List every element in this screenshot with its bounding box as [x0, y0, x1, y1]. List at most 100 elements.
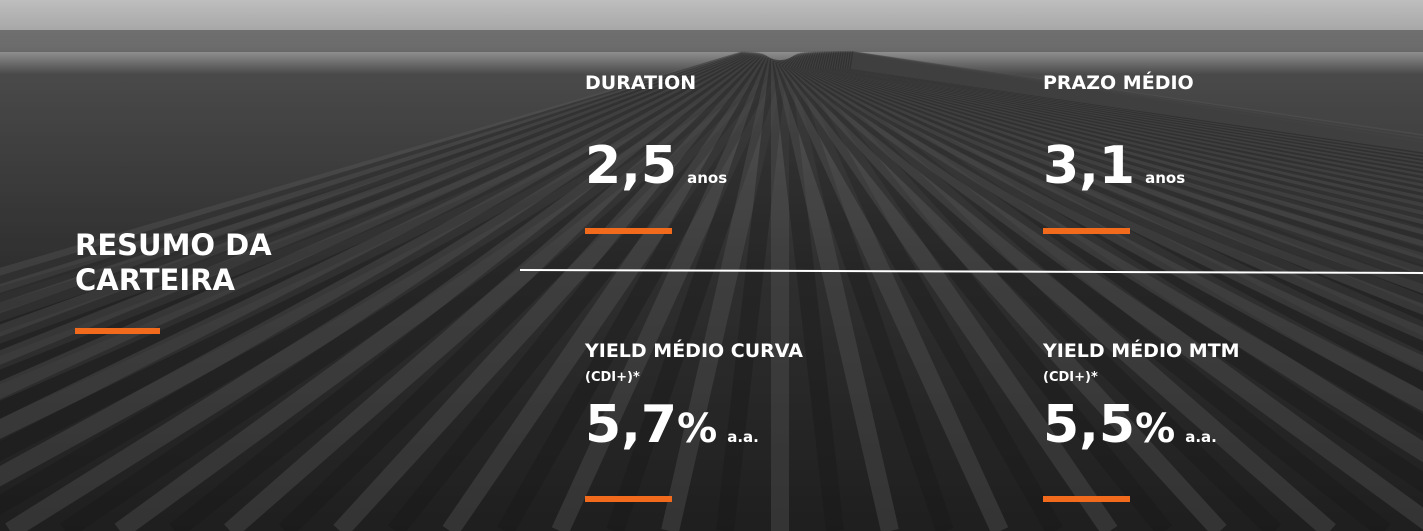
crop-row [793, 52, 1423, 436]
crop-row [817, 51, 1423, 230]
crop-row [843, 51, 1423, 163]
crop-row [821, 51, 1423, 216]
crop-row [551, 56, 784, 531]
crop-row [840, 51, 1423, 167]
tree-line [0, 30, 1423, 52]
crop-row [833, 51, 1423, 182]
crop-row [832, 51, 1423, 184]
crop-row [0, 51, 752, 322]
title: RESUMO DA CARTEIRA [75, 228, 272, 298]
crop-row [0, 51, 755, 344]
crop-row [278, 53, 776, 531]
metric-label: PRAZO MÉDIO [1043, 72, 1194, 94]
accent-bar [585, 228, 672, 234]
crop-row [0, 51, 757, 370]
crop-row [807, 51, 1423, 285]
value-unit: anos [687, 169, 728, 187]
crop-row [848, 51, 1423, 156]
crop-row [0, 51, 759, 385]
metric-sublabel: (CDI+)* [1043, 370, 1098, 385]
value-number: 5,7 [585, 395, 678, 455]
crop-row [835, 51, 1423, 176]
crop-row [0, 51, 756, 357]
accent-bar [1043, 228, 1130, 234]
title-line: CARTEIRA [75, 263, 235, 297]
crop-row [826, 51, 1423, 200]
crop-row [803, 51, 1423, 316]
accent-bar [1043, 496, 1130, 502]
crop-row [0, 51, 761, 419]
crop-row [784, 53, 1282, 531]
crop-row [497, 55, 782, 531]
crop-row [606, 57, 785, 531]
metric: YIELD MÉDIO CURVA (CDI+)* 5,7% a.a. [585, 340, 803, 455]
crop-row [800, 51, 1423, 341]
metric-sublabel: (CDI+)* [585, 370, 640, 385]
crop-row [781, 54, 1173, 531]
crop-row [0, 51, 750, 303]
crop-row [809, 51, 1423, 268]
crop-row [822, 51, 1423, 211]
metric-label: YIELD MÉDIO CURVA [585, 340, 803, 362]
crop-row [772, 58, 844, 531]
crop-row [169, 52, 773, 531]
metric: PRAZO MÉDIO 3,1 anos [1043, 72, 1194, 196]
crop-row [829, 51, 1423, 190]
crop-row [824, 51, 1423, 204]
crop-row [387, 54, 779, 531]
crop-row [776, 56, 1009, 531]
crop-row [0, 51, 753, 333]
value-unit: a.a. [727, 428, 759, 446]
crop-row [849, 51, 1423, 155]
crop-row [828, 51, 1423, 193]
accent-bar [585, 496, 672, 502]
crop-row [790, 52, 1423, 494]
crop-row [831, 51, 1423, 187]
crop-row [782, 53, 1227, 531]
value-unit: a.a. [1185, 428, 1217, 446]
crop-row [797, 51, 1423, 373]
crop-row [799, 51, 1423, 356]
metric-value: 5,7% a.a. [585, 395, 803, 455]
value-number: 5,5 [1043, 395, 1136, 455]
crop-row [789, 52, 1423, 530]
metric-label: DURATION [585, 72, 697, 94]
crop-row [333, 53, 778, 531]
crop-row [842, 51, 1423, 165]
crop-row [792, 52, 1423, 463]
metric-value: 2,5 anos [585, 136, 727, 196]
crop-row [224, 53, 774, 531]
crop-row [716, 58, 788, 531]
crop-row [810, 51, 1423, 260]
crop-row [0, 51, 747, 287]
crop-row [0, 52, 767, 516]
crop-row [801, 51, 1423, 328]
crop-row [819, 51, 1423, 220]
crop-row [823, 51, 1423, 207]
crop-row [5, 52, 768, 531]
crop-row [0, 51, 751, 312]
crop-row [779, 54, 1118, 531]
crop-row [812, 51, 1423, 254]
crop-row [839, 51, 1423, 170]
crop-row [850, 51, 1423, 153]
value-unit: anos [1145, 169, 1186, 187]
metric-label: YIELD MÉDIO MTM [1043, 340, 1240, 362]
crop-row [775, 57, 954, 531]
crop-row [808, 51, 1423, 276]
crop-row [845, 51, 1423, 160]
crop-row [847, 51, 1423, 158]
crop-row [661, 57, 787, 531]
title-line: RESUMO DA [75, 228, 272, 262]
crop-row [778, 55, 1063, 531]
crop-row [804, 51, 1423, 304]
metric: DURATION 2,5 anos [585, 72, 727, 196]
metric-value: 3,1 anos [1043, 136, 1194, 196]
crop-row [844, 51, 1423, 161]
crop-row [814, 51, 1423, 241]
crop-row [442, 54, 781, 531]
